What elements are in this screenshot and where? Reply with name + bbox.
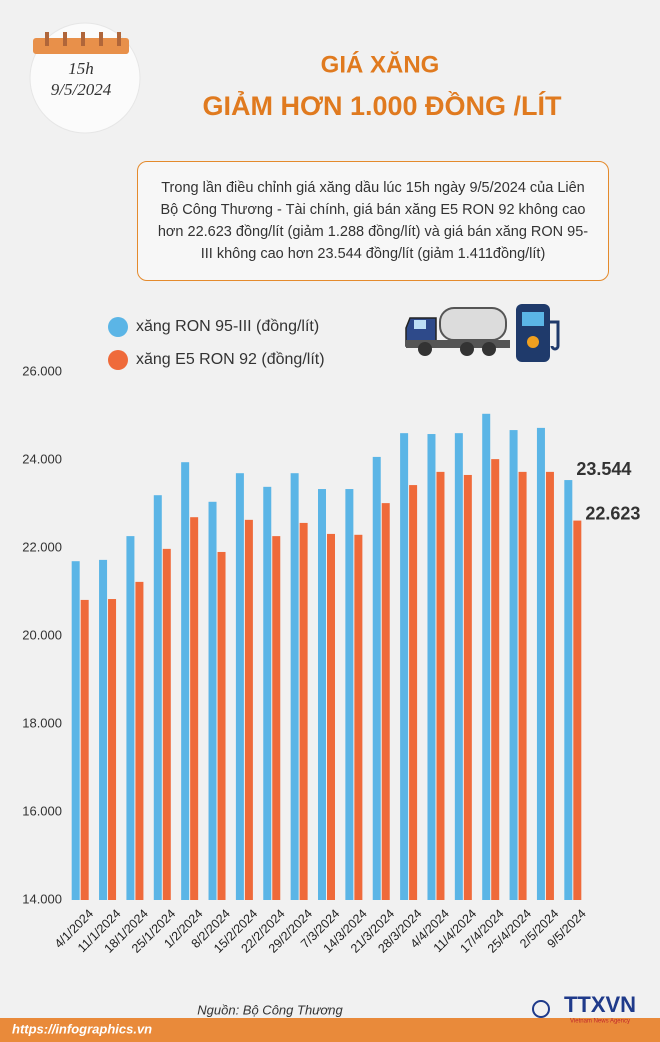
logo-sub: Vietnam News Agency xyxy=(570,1019,630,1025)
y-tick-label: 26.000 xyxy=(22,363,62,378)
bar xyxy=(235,473,244,900)
bar xyxy=(454,433,463,900)
bar xyxy=(545,471,554,900)
url[interactable]: https://infographics.vn xyxy=(12,1021,152,1036)
bar xyxy=(71,561,80,900)
y-tick-label: 16.000 xyxy=(22,803,62,818)
bar xyxy=(244,519,253,900)
logo: TTXVN xyxy=(564,992,636,1017)
bar xyxy=(162,548,171,900)
bar xyxy=(272,536,281,900)
bar xyxy=(536,427,545,900)
bar xyxy=(217,551,226,900)
legend-label: xăng RON 95-III (đồng/lít) xyxy=(136,318,319,335)
bar xyxy=(482,413,491,900)
bar xyxy=(509,430,518,900)
bar xyxy=(190,517,199,900)
y-tick-label: 22.000 xyxy=(22,539,62,554)
bar xyxy=(463,474,472,900)
bar xyxy=(564,480,573,900)
bar xyxy=(327,533,335,900)
value-label: 23.544 xyxy=(576,459,631,479)
bar xyxy=(491,459,500,900)
y-tick-label: 24.000 xyxy=(22,451,62,466)
pump-icon xyxy=(516,304,560,362)
bar xyxy=(108,599,117,900)
y-tick-label: 20.000 xyxy=(22,627,62,642)
y-tick-label: 14.000 xyxy=(22,891,62,906)
value-label: 22.623 xyxy=(585,503,640,523)
bar xyxy=(299,522,308,900)
copyright-icon xyxy=(532,1000,550,1018)
bar xyxy=(181,462,190,900)
legend-swatch xyxy=(108,350,128,370)
description: Trong lần điều chỉnh giá xăng dầu lúc 15… xyxy=(137,161,609,281)
date: 9/5/2024 xyxy=(51,80,112,99)
y-tick-label: 18.000 xyxy=(22,715,62,730)
bar xyxy=(427,434,436,900)
bar xyxy=(381,503,390,900)
bar xyxy=(400,433,409,900)
bar xyxy=(290,473,299,900)
time: 15h xyxy=(68,59,94,78)
calendar-rings xyxy=(45,32,121,46)
bar xyxy=(80,599,89,900)
truck-icon xyxy=(405,307,510,356)
bar xyxy=(153,495,162,900)
bar xyxy=(263,486,272,900)
legend-label: xăng E5 RON 92 (đồng/lít) xyxy=(136,351,325,368)
bar xyxy=(518,471,527,900)
title-line2: GIẢM HƠN 1.000 ĐỒNG /LÍT xyxy=(202,89,562,121)
bar xyxy=(99,559,108,900)
title-line1: GIÁ XĂNG xyxy=(321,50,440,78)
bar xyxy=(318,489,326,900)
bar xyxy=(573,520,582,900)
bar xyxy=(126,536,135,900)
bar xyxy=(372,456,381,900)
bar xyxy=(436,471,445,900)
footer-bar xyxy=(0,1018,660,1042)
bar xyxy=(409,485,418,900)
bar xyxy=(208,501,217,900)
bar xyxy=(354,534,363,900)
source: Nguồn: Bộ Công Thương xyxy=(197,1002,343,1017)
bar xyxy=(345,489,354,900)
bar xyxy=(135,581,144,900)
legend-swatch xyxy=(108,317,128,337)
